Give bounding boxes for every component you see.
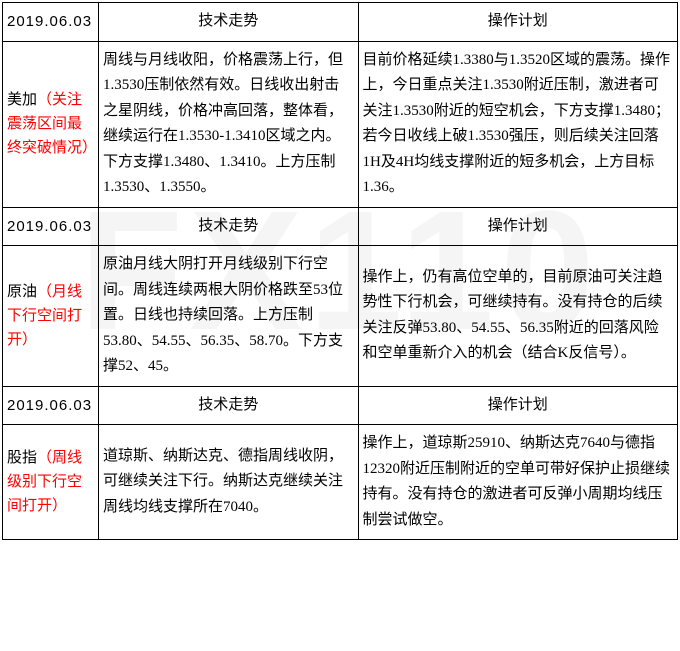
plan-cell: 操作上，道琼斯25910、纳斯达克7640与德指12320附近压制附近的空单可带… [358,425,677,540]
plan-header: 操作计划 [358,207,677,246]
tech-header: 技术走势 [98,3,358,42]
date-cell: 2019.06.03 [3,207,99,246]
plan-cell: 目前价格延续1.3380与1.3520区域的震荡。操作上，今日重点关注1.353… [358,41,677,207]
section-header-row: 2019.06.03技术走势操作计划 [3,3,678,42]
date-cell: 2019.06.03 [3,3,99,42]
section-body-row: 美加（关注震荡区间最终突破情况）周线与月线收阳，价格震荡上行，但1.3530压制… [3,41,678,207]
plan-header: 操作计划 [358,386,677,425]
section-header-row: 2019.06.03技术走势操作计划 [3,386,678,425]
analysis-table: 2019.06.03技术走势操作计划美加（关注震荡区间最终突破情况）周线与月线收… [2,2,678,540]
instrument-name: 股指 [7,450,37,466]
instrument-label: 美加（关注震荡区间最终突破情况） [3,41,99,207]
section-header-row: 2019.06.03技术走势操作计划 [3,207,678,246]
tech-header: 技术走势 [98,386,358,425]
plan-header: 操作计划 [358,3,677,42]
tech-cell: 原油月线大阴打开月线级别下行空间。周线连续两根大阴价格跌至53位置。日线也持续回… [98,246,358,387]
instrument-label: 原油（月线下行空间打开） [3,246,99,387]
tech-cell: 周线与月线收阳，价格震荡上行，但1.3530压制依然有效。日线收出射击之星阴线，… [98,41,358,207]
tech-cell: 道琼斯、纳斯达克、德指周线收阴，可继续关注下行。纳斯达克继续关注周线均线支撑所在… [98,425,358,540]
instrument-label: 股指（周线级别下行空间打开） [3,425,99,540]
section-body-row: 原油（月线下行空间打开）原油月线大阴打开月线级别下行空间。周线连续两根大阴价格跌… [3,246,678,387]
section-body-row: 股指（周线级别下行空间打开）道琼斯、纳斯达克、德指周线收阴，可继续关注下行。纳斯… [3,425,678,540]
instrument-name: 原油 [7,284,37,300]
tech-header: 技术走势 [98,207,358,246]
plan-cell: 操作上，仍有高位空单的，目前原油可关注趋势性下行机会，可继续持有。没有持仓的后续… [358,246,677,387]
date-cell: 2019.06.03 [3,386,99,425]
instrument-name: 美加 [7,92,37,108]
